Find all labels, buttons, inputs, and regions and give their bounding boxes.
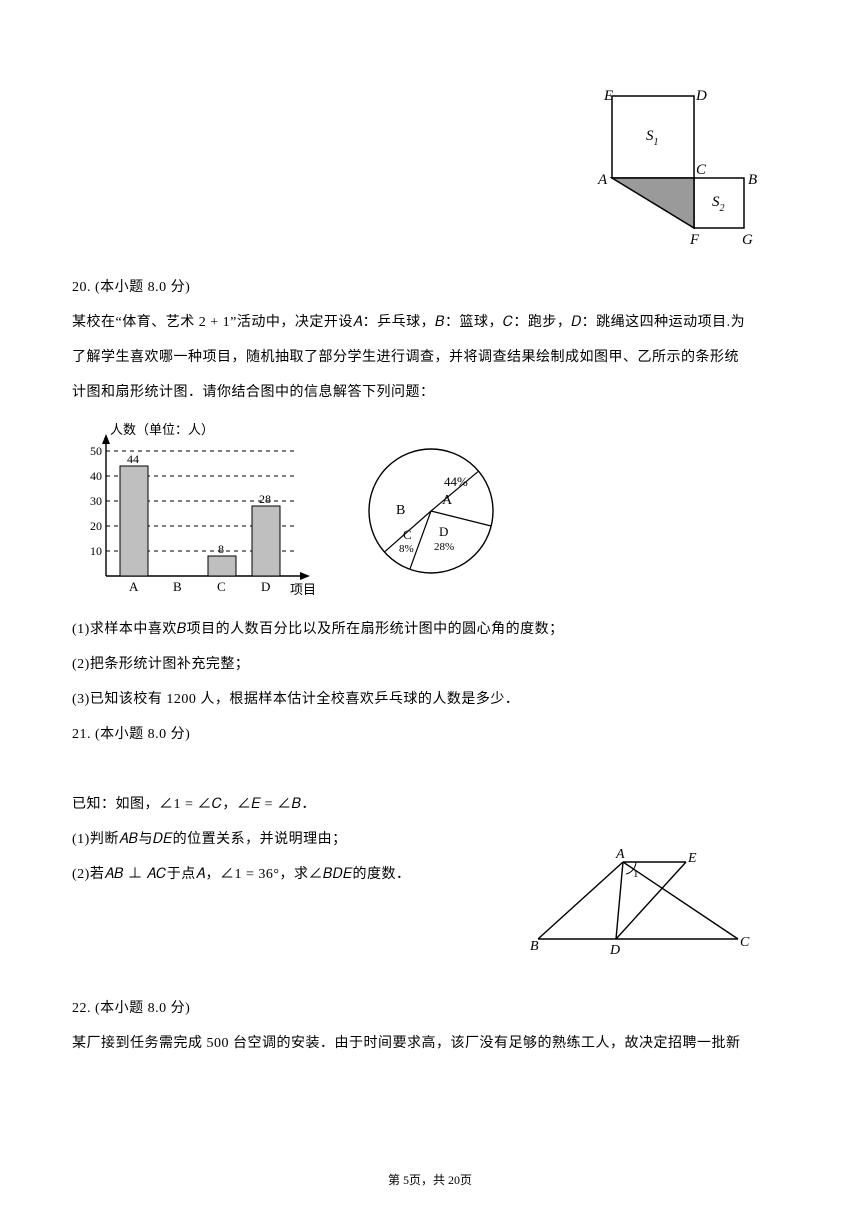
ytick: 30 [90,494,102,508]
q22-heading: 22. (本小题 8.0 分) [72,991,788,1026]
footer-total: 20 [448,1173,460,1187]
label-S2: S2 [712,194,725,214]
label-G: G [742,232,753,248]
q20-p3: 计图和扇形统计图．请你结合图中的信息解答下列问题： [72,375,788,410]
pie-label-B: B [396,503,405,518]
q20-sub3: (3)已知该校有 1200 人，根据样本估计全校喜欢乒乓球的人数是多少． [72,682,788,717]
pie-pct-C: 8% [399,543,414,555]
lbl-A: A [615,847,625,862]
label-C: C [696,162,707,178]
pie-chart: 44% A B C 8% D 28% [346,426,516,596]
ytick: 40 [90,469,102,483]
bar-value-A: 44 [127,452,139,466]
label-B: B [748,172,757,188]
lbl-C: C [740,935,750,950]
label-A: A [597,172,608,188]
bar-x-arrow [300,572,310,580]
q21-heading: 21. (本小题 8.0 分) [72,717,788,752]
q20-p1: 某校在“体育、艺术 2 + 1”活动中，决定开设𝐴：乒乓球，𝐵：篮球，𝐶：跑步，… [72,305,788,340]
spacer [72,969,788,991]
bar-x-title: 项目 [290,582,316,597]
q21-p1: 已知：如图，∠1 = ∠𝐶，∠𝐸 = ∠𝐵． [72,787,788,822]
ytick: 10 [90,544,102,558]
diagram-squares-svg: E D A C B F G S1 S2 [590,88,770,263]
line-AD [616,862,623,939]
pie-pct-D: 28% [434,541,454,553]
bar-C [208,556,236,576]
diagram-triangle-svg: 1 A E B D C [528,844,758,964]
footer-left: 第 [388,1173,403,1187]
bar-chart: 10 20 30 40 50 44 8 28 A B C D 人数（单位：人） … [72,416,322,606]
pie-label-C: C [403,527,412,542]
diagram-triangle: 1 A E B D C [528,844,758,969]
bar-D [252,506,280,576]
lbl-B: B [530,939,539,954]
line-BA [538,862,623,939]
bar-y-title: 人数（单位：人） [110,422,214,437]
footer-mid: 页，共 [409,1173,448,1187]
pie-label-D: D [439,524,448,539]
pie-label-A: A [442,493,453,508]
pie-pct-A: 44% [444,474,468,489]
label-E: E [603,88,613,104]
bar-cat-D: D [261,579,270,594]
bar-A [120,466,148,576]
footer-right: 页 [460,1173,472,1187]
shaded-triangle [612,178,694,228]
blank-line [72,752,788,787]
bar-cat-C: C [217,579,226,594]
lbl-E: E [687,851,697,866]
bar-cat-B: B [173,579,182,594]
charts-row: 10 20 30 40 50 44 8 28 A B C D 人数（单位：人） … [72,416,788,606]
ytick: 20 [90,519,102,533]
page-content: 20. (本小题 8.0 分) 某校在“体育、艺术 2 + 1”活动中，决定开设… [72,270,788,1061]
label-S1: S1 [646,128,659,148]
diagram-squares: E D A C B F G S1 S2 [590,88,770,268]
q20-p2: 了解学生喜欢哪一种项目，随机抽取了部分学生进行调查，并将调查结果绘制成如图甲、乙… [72,340,788,375]
label-D: D [695,88,707,104]
label-F: F [689,232,700,248]
bar-y-arrow [102,434,110,444]
q20-heading: 20. (本小题 8.0 分) [72,270,788,305]
angle-1-label: 1 [633,868,639,880]
lbl-D: D [609,943,620,958]
q22-p1: 某厂接到任务需完成 500 台空调的安装．由于时间要求高，该厂没有足够的熟练工人… [72,1026,788,1061]
bar-value-C: 8 [218,542,224,556]
page-footer: 第 5页，共 20页 [0,1171,860,1188]
ytick: 50 [90,444,102,458]
bar-cat-A: A [129,579,139,594]
q20-sub1: (1)求样本中喜欢𝐵项目的人数百分比以及所在扇形统计图中的圆心角的度数； [72,612,788,647]
q20-sub2: (2)把条形统计图补充完整； [72,647,788,682]
bar-value-D: 28 [259,492,271,506]
line-AC [623,862,738,939]
